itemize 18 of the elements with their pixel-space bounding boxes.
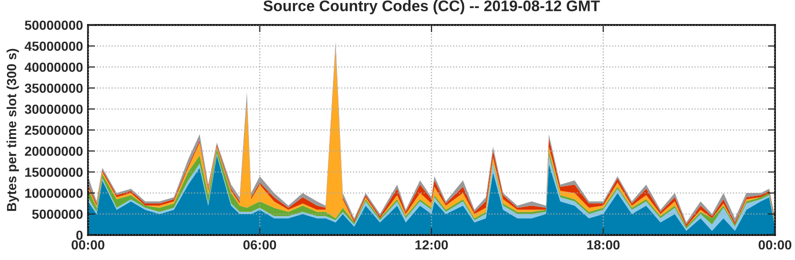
y-tick-label: 15000000 xyxy=(25,168,83,177)
y-tick-label: 0 xyxy=(76,230,83,240)
x-tick-label: 00:00 xyxy=(758,240,792,250)
y-tick-label: 45000000 xyxy=(24,42,83,51)
y-tick-label: 50000000 xyxy=(24,20,83,30)
chart-title: Source Country Codes (CC) -- 2019-08-12 GMT xyxy=(263,0,600,14)
y-tick-label: 20000000 xyxy=(24,146,83,156)
x-tick-label: 18:00 xyxy=(587,240,620,250)
y-axis-title: Bytes per time slot (300 s) xyxy=(6,48,19,211)
y-tick-label: 30000000 xyxy=(24,104,83,114)
y-tick-label: 5000000 xyxy=(32,210,83,219)
x-tick-label: 06:00 xyxy=(243,240,276,250)
y-tick-label: 25000000 xyxy=(24,126,83,135)
x-tick-label: 00:00 xyxy=(72,240,104,250)
x-tick-label: 12:00 xyxy=(415,240,448,250)
y-tick-label: 10000000 xyxy=(25,188,83,198)
y-tick-label: 35000000 xyxy=(24,84,83,93)
y-tick-label: 40000000 xyxy=(24,62,83,72)
